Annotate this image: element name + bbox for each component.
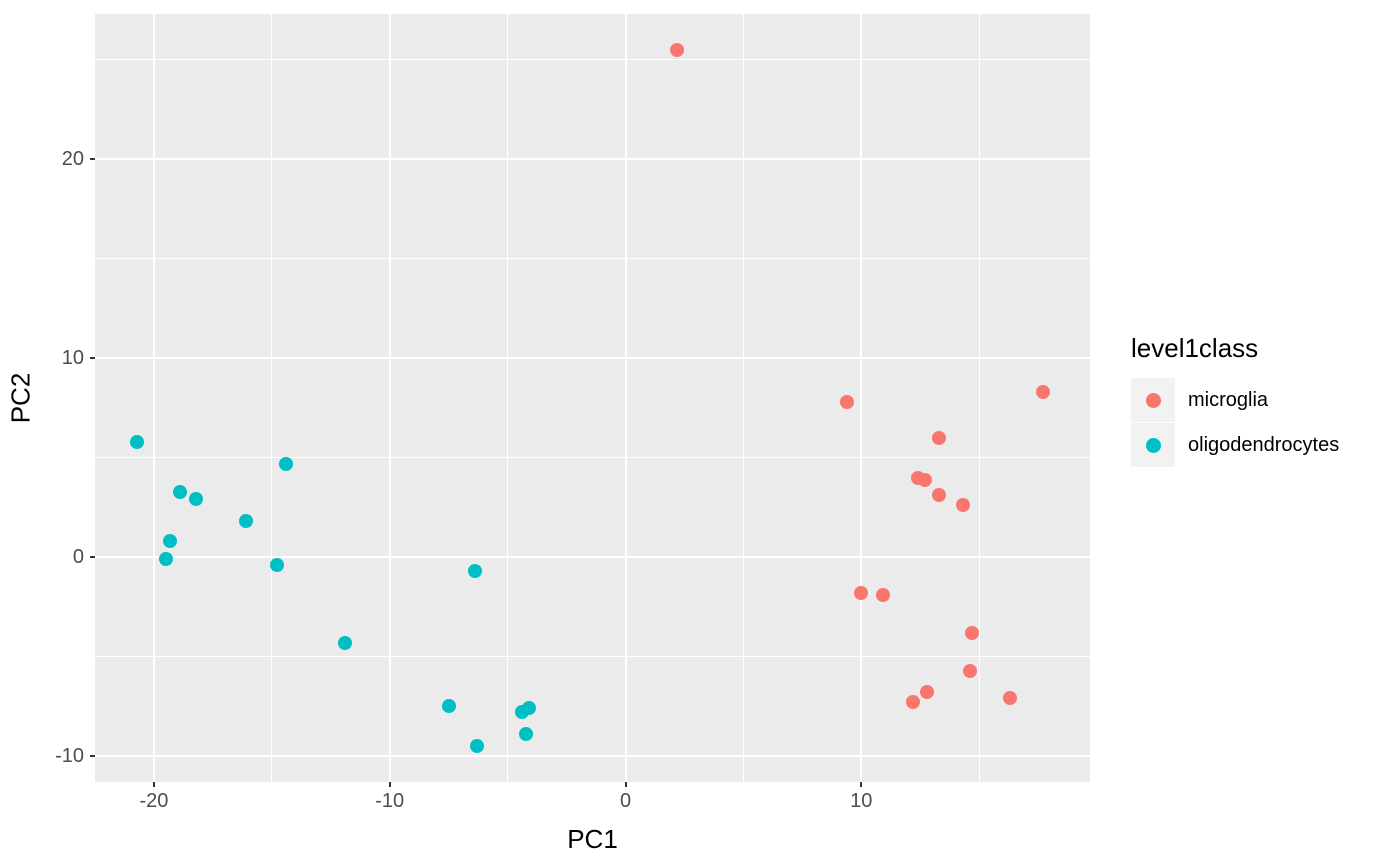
data-point-oligodendrocytes bbox=[238, 514, 253, 529]
x-tick-mark bbox=[152, 782, 155, 787]
minor-gridline-y bbox=[95, 656, 1090, 658]
minor-gridline-y bbox=[95, 457, 1090, 459]
data-point-microglia bbox=[965, 625, 980, 640]
y-tick-label: 10 bbox=[61, 347, 84, 370]
data-point-microglia bbox=[840, 394, 855, 409]
data-point-oligodendrocytes bbox=[130, 434, 145, 449]
x-tick-label: -20 bbox=[139, 790, 169, 812]
x-tick-mark bbox=[860, 782, 863, 787]
major-gridline-x bbox=[860, 14, 863, 782]
data-point-oligodendrocytes bbox=[467, 564, 482, 579]
data-point-microglia bbox=[955, 498, 970, 513]
data-point-oligodendrocytes bbox=[189, 492, 204, 507]
data-point-microglia bbox=[1002, 691, 1017, 706]
x-tick-label: 10 bbox=[850, 790, 873, 812]
x-tick-mark bbox=[624, 782, 627, 787]
minor-gridline-x bbox=[978, 14, 980, 782]
data-point-oligodendrocytes bbox=[269, 558, 284, 573]
legend-swatch-icon bbox=[1145, 392, 1161, 408]
data-point-oligodendrocytes bbox=[158, 552, 173, 567]
data-point-microglia bbox=[920, 685, 935, 700]
y-tick-label: 20 bbox=[61, 148, 84, 171]
y-tick-mark bbox=[90, 755, 95, 758]
major-gridline-x bbox=[388, 14, 391, 782]
x-tick-label: -10 bbox=[375, 790, 405, 812]
y-tick-label: 0 bbox=[72, 546, 84, 569]
data-point-oligodendrocytes bbox=[172, 484, 187, 499]
legend-title: level1class bbox=[1131, 333, 1259, 363]
data-point-microglia bbox=[854, 585, 869, 600]
data-point-oligodendrocytes bbox=[469, 739, 484, 754]
data-point-oligodendrocytes bbox=[519, 727, 534, 742]
major-gridline-y bbox=[95, 556, 1090, 559]
plot-panel bbox=[95, 14, 1090, 782]
data-point-microglia bbox=[906, 695, 921, 710]
legend: level1class microglia oligodendrocytes bbox=[1131, 333, 1339, 468]
data-point-oligodendrocytes bbox=[521, 701, 536, 716]
minor-gridline-y bbox=[95, 258, 1090, 260]
legend-label: oligodendrocytes bbox=[1188, 433, 1340, 456]
legend-items: microglia oligodendrocytes bbox=[1131, 378, 1339, 467]
major-gridline-x bbox=[624, 14, 627, 782]
data-point-microglia bbox=[932, 488, 947, 503]
legend-key bbox=[1131, 378, 1175, 422]
major-gridline-x bbox=[152, 14, 155, 782]
legend-label: microglia bbox=[1188, 388, 1269, 411]
data-point-oligodendrocytes bbox=[441, 699, 456, 714]
data-point-microglia bbox=[932, 430, 947, 445]
minor-gridline-x bbox=[507, 14, 509, 782]
y-tick-mark bbox=[90, 357, 95, 360]
data-point-oligodendrocytes bbox=[163, 534, 178, 549]
minor-gridline-x bbox=[742, 14, 744, 782]
data-point-microglia bbox=[962, 663, 977, 678]
legend-key bbox=[1131, 423, 1175, 467]
data-point-oligodendrocytes bbox=[337, 635, 352, 650]
data-point-microglia bbox=[917, 472, 932, 487]
major-gridline-y bbox=[95, 357, 1090, 360]
minor-gridline-x bbox=[271, 14, 273, 782]
data-point-microglia bbox=[875, 587, 890, 602]
minor-gridline-y bbox=[95, 59, 1090, 61]
x-axis-title: PC1 bbox=[567, 824, 618, 854]
data-point-microglia bbox=[670, 42, 685, 57]
legend-swatch-icon bbox=[1145, 437, 1161, 453]
x-tick-label: 0 bbox=[619, 790, 632, 812]
legend-item-oligodendrocytes: oligodendrocytes bbox=[1131, 423, 1339, 467]
y-tick-label: -10 bbox=[55, 745, 84, 768]
major-gridline-y bbox=[95, 755, 1090, 758]
y-axis-title: PC2 bbox=[5, 372, 36, 424]
y-tick-mark bbox=[90, 556, 95, 559]
data-point-microglia bbox=[1035, 385, 1050, 400]
data-point-oligodendrocytes bbox=[278, 456, 293, 471]
y-tick-mark bbox=[90, 158, 95, 161]
x-tick-mark bbox=[388, 782, 391, 787]
major-gridline-y bbox=[95, 158, 1090, 161]
legend-item-microglia: microglia bbox=[1131, 378, 1339, 422]
